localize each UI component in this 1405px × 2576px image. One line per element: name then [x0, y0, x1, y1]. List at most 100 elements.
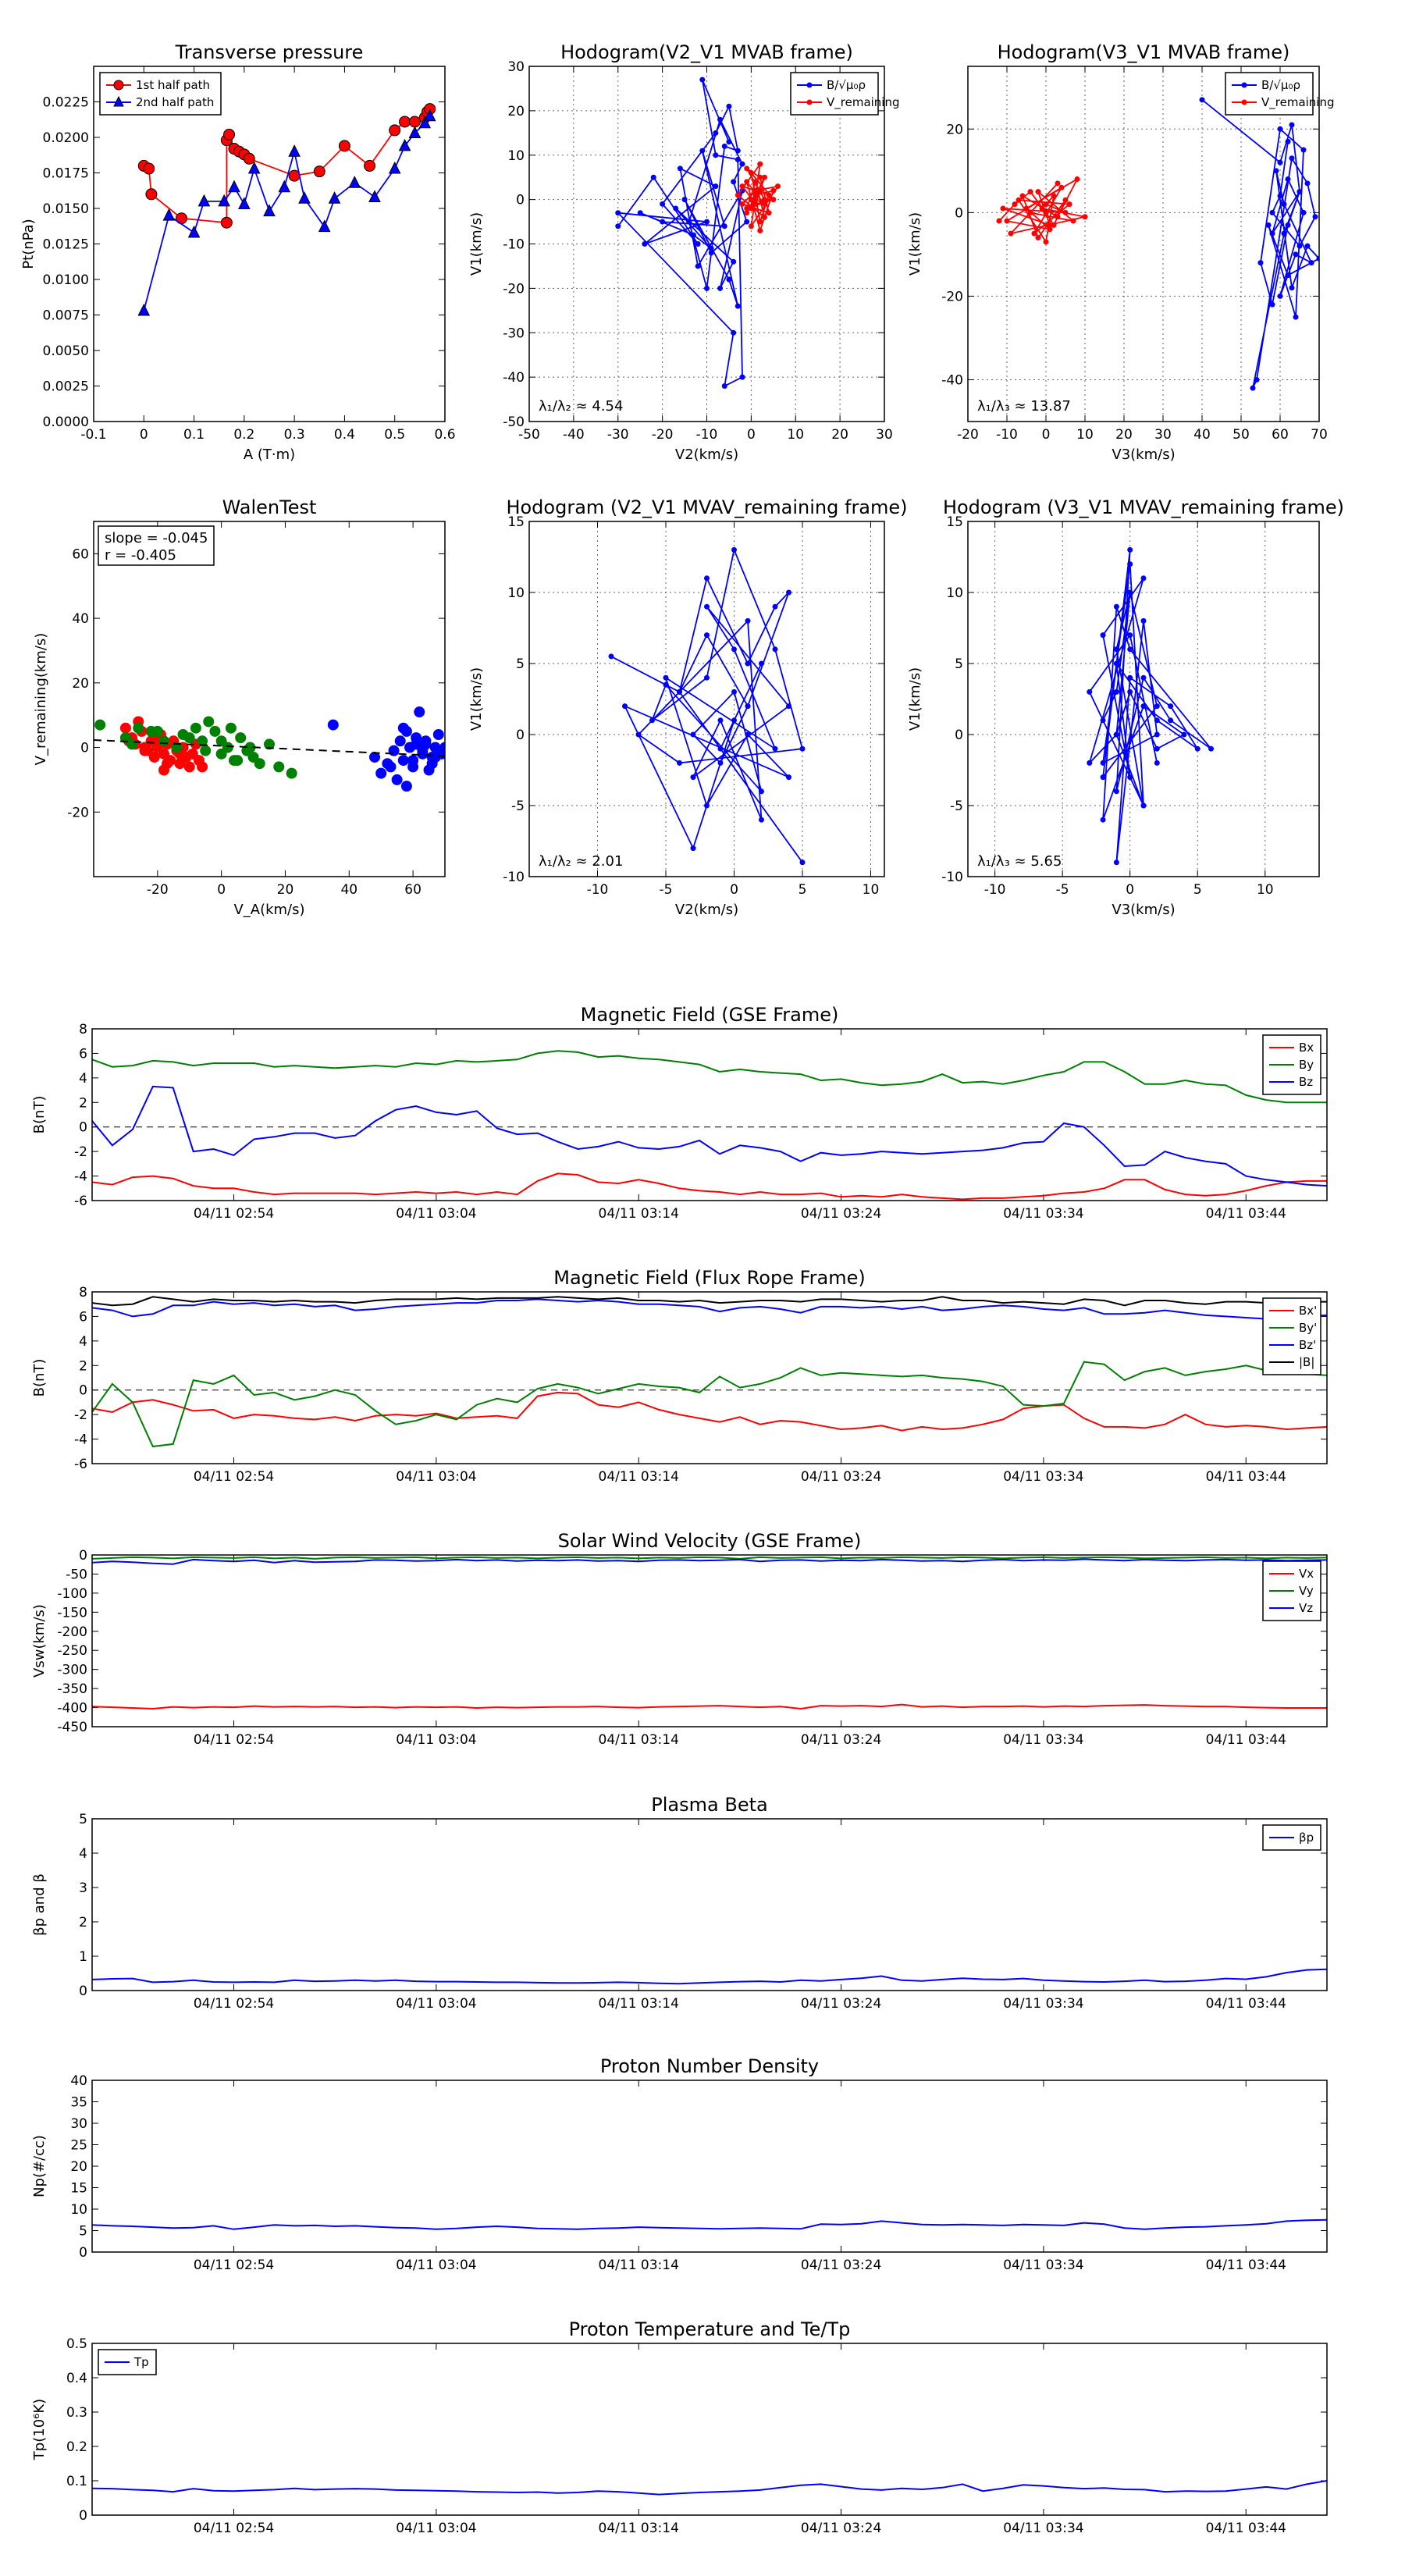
y-tick-label: 10	[946, 585, 963, 601]
y-tick-label: 0.0225	[43, 95, 89, 111]
data-point	[996, 218, 1002, 224]
data-point	[708, 245, 714, 251]
x-tick-label: 10	[1076, 427, 1094, 443]
y-axis-label: V1(km/s)	[468, 667, 485, 731]
data-point	[663, 681, 669, 688]
data-point	[1058, 184, 1065, 190]
y-tick-label: -200	[57, 1624, 87, 1640]
x-tick-label: 04/11 03:24	[801, 1206, 881, 1222]
data-point	[1293, 314, 1299, 320]
data-point	[328, 191, 341, 204]
data-point	[423, 109, 436, 122]
x-tick-label: 04/11 03:24	[801, 1732, 881, 1748]
legend: Vx Vy Vz	[1262, 1560, 1321, 1621]
plot-area	[996, 97, 1319, 391]
data-point	[681, 197, 688, 203]
data-point	[690, 232, 696, 238]
data-point	[726, 139, 732, 145]
y-tick-label: 0.0150	[43, 201, 89, 217]
data-point	[1297, 243, 1303, 249]
data-point	[717, 116, 724, 123]
data-point	[1154, 745, 1160, 752]
x-tick-label: 70	[1311, 427, 1328, 443]
data-point	[1082, 214, 1088, 220]
y-tick-label: 0	[955, 205, 963, 221]
data-point	[704, 674, 710, 681]
data-point	[1254, 376, 1260, 382]
y-axis-label: Tp(10⁶K)	[31, 2399, 48, 2460]
y-tick-label: 0	[80, 741, 89, 756]
data-point	[752, 179, 759, 185]
series-tp-line	[92, 2480, 1327, 2496]
data-point	[1062, 197, 1069, 203]
data-point	[713, 152, 719, 158]
data-point	[1051, 222, 1057, 228]
series-by--line	[92, 1361, 1327, 1448]
chart-bfr: Magnetic Field (Flux Rope Frame) 04/11 02…	[31, 1267, 1328, 1485]
data-point	[761, 201, 767, 207]
y-axis-label: Np(#/cc)	[31, 2135, 48, 2197]
data-point	[143, 162, 155, 175]
y-tick-label: 0	[516, 193, 525, 208]
legend: βp	[1262, 1824, 1321, 1851]
x-tick-label: 20	[1115, 427, 1133, 443]
x-tick-label: 30	[876, 427, 893, 443]
ratio-annotation: λ₁/λ₂ ≈ 2.01	[539, 853, 623, 870]
data-point	[721, 223, 727, 229]
data-point	[119, 722, 131, 734]
data-point	[200, 745, 212, 756]
data-point	[228, 180, 240, 193]
data-point	[1154, 703, 1160, 710]
data-point	[1140, 802, 1147, 809]
x-tick-label: 04/11 03:34	[1003, 2521, 1083, 2536]
data-point	[1316, 255, 1319, 262]
chart-title: Proton Number Density	[600, 2055, 819, 2077]
data-point	[1000, 205, 1006, 212]
x-tick-label: 10	[1257, 882, 1274, 898]
data-point	[1285, 272, 1291, 279]
legend-label: Bx	[1299, 1041, 1314, 1055]
y-axis-label: Pt(nPa)	[20, 219, 37, 269]
data-point	[673, 205, 679, 212]
data-point	[1140, 617, 1147, 624]
chart-title: WalenTest	[222, 496, 317, 518]
x-tick-label: 0.6	[434, 427, 455, 443]
data-point	[642, 241, 648, 247]
x-tick-label: 0	[217, 882, 226, 898]
series-bx--line	[92, 1391, 1327, 1432]
data-point	[1269, 209, 1275, 215]
data-point	[1297, 189, 1303, 195]
y-tick-label: 2	[79, 1915, 87, 1930]
plot-area	[92, 1968, 1327, 1985]
data-point	[327, 719, 339, 731]
chart-h31r: Hodogram (V3_V1 MVAV_remaining frame) -10…	[907, 496, 1344, 918]
y-tick-label: 5	[955, 656, 963, 672]
chart-bgse: Magnetic Field (GSE Frame) 04/11 02:54 04/…	[31, 1004, 1328, 1222]
x-tick-label: 20	[831, 427, 848, 443]
y-tick-label: 15	[507, 514, 525, 530]
y-tick-label: 0.5	[66, 2336, 87, 2352]
data-point	[1250, 385, 1256, 391]
x-tick-label: 10	[787, 427, 804, 443]
y-tick-label: 0.0000	[43, 415, 89, 430]
data-point	[1140, 674, 1147, 681]
data-point	[225, 722, 237, 734]
data-point	[731, 179, 737, 185]
chart-tp: Transverse pressure -0.1 0 0.1 0.2 0.3 0.4 0.5 0…	[20, 41, 456, 463]
series-bx-line	[92, 1172, 1327, 1201]
data-point	[278, 180, 291, 193]
data-point	[318, 219, 331, 233]
data-point	[748, 223, 754, 229]
data-point	[1019, 193, 1026, 199]
x-tick-label: 0.1	[183, 427, 205, 443]
y-tick-label: -400	[57, 1701, 87, 1717]
x-tick-label: 04/11 03:44	[1206, 2521, 1286, 2536]
data-point	[183, 761, 195, 773]
data-point	[1293, 251, 1299, 258]
data-point	[298, 191, 311, 204]
data-point	[799, 745, 806, 752]
legend-marker	[113, 95, 124, 107]
data-point	[1308, 260, 1314, 266]
data-point	[726, 103, 732, 109]
data-point	[1277, 159, 1283, 165]
